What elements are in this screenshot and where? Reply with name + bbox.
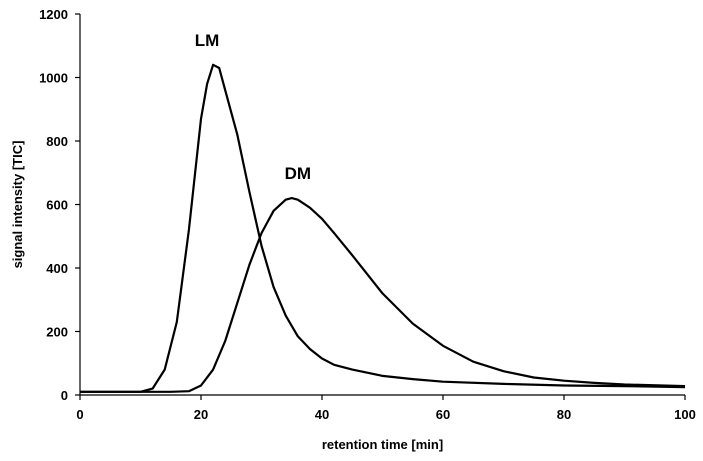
- annotation-lm: LM: [195, 31, 220, 50]
- y-tick-label: 400: [46, 261, 68, 276]
- y-tick-label: 1000: [39, 71, 68, 86]
- y-tick-label: 600: [46, 198, 68, 213]
- y-axis-title: signal intensity [TIC]: [10, 141, 25, 269]
- y-tick-label: 0: [61, 388, 68, 403]
- y-tick-label: 1200: [39, 7, 68, 22]
- x-ticks: 0 20 40 60 80 100: [76, 395, 696, 422]
- x-axis-title: retention time [min]: [322, 437, 443, 452]
- y-ticks: 0 200 400 600 800 1000 1200: [39, 7, 80, 403]
- x-tick-label: 100: [674, 407, 696, 422]
- x-tick-label: 80: [557, 407, 571, 422]
- series-group: [80, 63, 686, 393]
- x-tick-label: 40: [315, 407, 329, 422]
- series-line-dm: [80, 197, 686, 393]
- x-tick-label: 20: [194, 407, 208, 422]
- x-tick-label: 60: [436, 407, 450, 422]
- x-tick-label: 0: [76, 407, 83, 422]
- axes: [79, 14, 685, 396]
- annotation-dm: DM: [285, 164, 311, 183]
- y-tick-label: 800: [46, 134, 68, 149]
- y-tick-label: 200: [46, 325, 68, 340]
- annotation-group: LM DM: [195, 31, 311, 183]
- series-line-lm: [80, 63, 686, 393]
